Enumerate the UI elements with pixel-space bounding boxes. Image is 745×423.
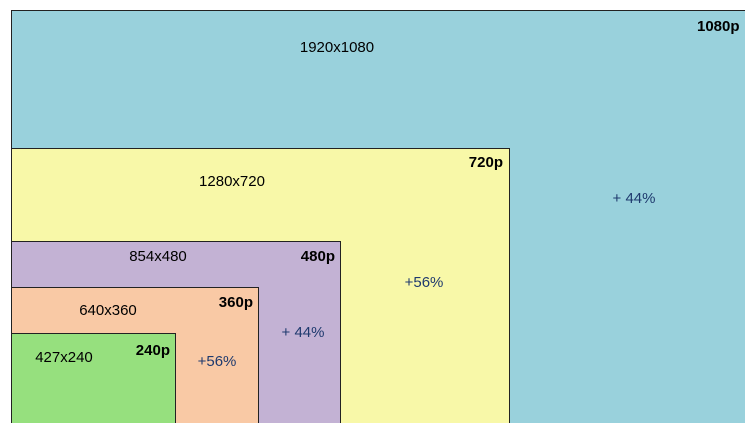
growth-annotation: + 44% bbox=[613, 190, 656, 207]
dimensions-label: 640x360 bbox=[79, 302, 137, 319]
dimensions-label: 854x480 bbox=[129, 248, 187, 265]
resolution-label: 360p bbox=[219, 294, 253, 311]
dimensions-label: 1920x1080 bbox=[300, 39, 374, 56]
resolution-label: 720p bbox=[469, 154, 503, 171]
dimensions-label: 1280x720 bbox=[199, 173, 265, 190]
growth-annotation: +56% bbox=[405, 274, 444, 291]
box-240p bbox=[11, 333, 176, 423]
growth-annotation: + 44% bbox=[282, 324, 325, 341]
growth-annotation: +56% bbox=[198, 353, 237, 370]
resolution-label: 1080p bbox=[697, 18, 740, 35]
resolution-label: 240p bbox=[136, 342, 170, 359]
resolution-label: 480p bbox=[301, 248, 335, 265]
dimensions-label: 427x240 bbox=[35, 349, 93, 366]
